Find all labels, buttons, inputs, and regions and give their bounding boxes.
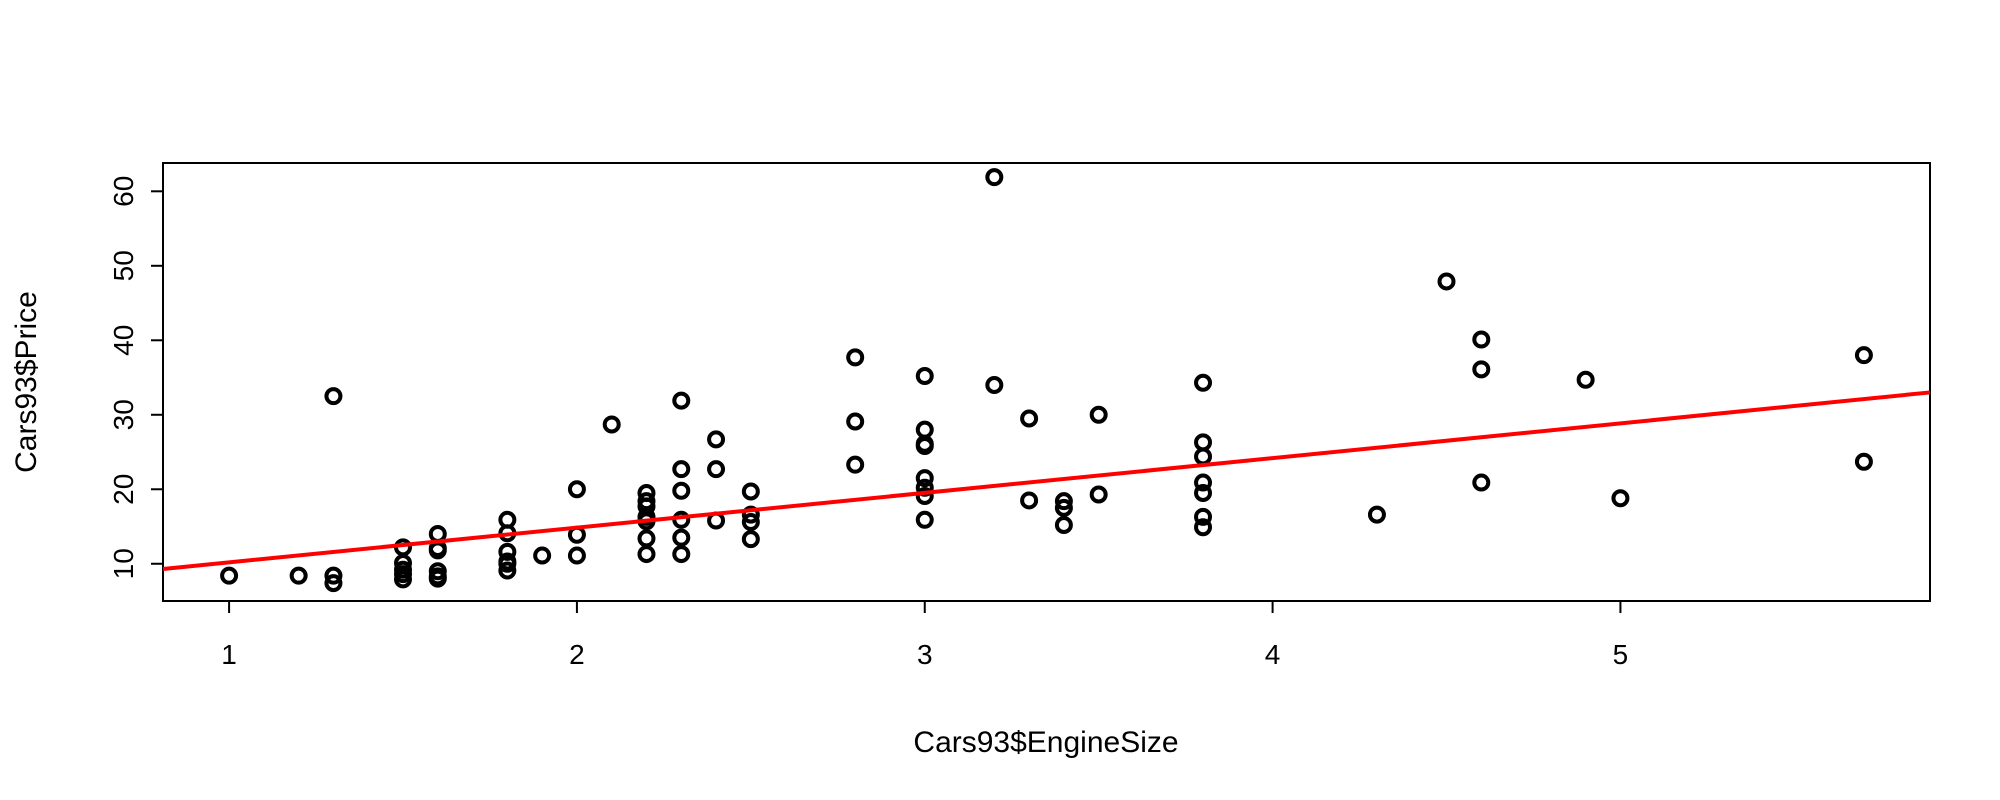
data-point bbox=[985, 375, 1004, 394]
data-point bbox=[498, 561, 517, 580]
data-point bbox=[637, 529, 656, 548]
plot-frame bbox=[162, 162, 1931, 602]
data-point bbox=[915, 469, 934, 488]
data-point bbox=[1472, 360, 1491, 379]
data-point bbox=[1020, 409, 1039, 428]
data-point bbox=[1576, 370, 1595, 389]
data-point bbox=[1194, 447, 1213, 466]
data-point bbox=[741, 482, 760, 501]
data-point bbox=[324, 566, 343, 585]
data-point bbox=[846, 348, 865, 367]
data-point bbox=[1194, 473, 1213, 492]
data-point bbox=[1472, 473, 1491, 492]
data-point bbox=[567, 480, 586, 499]
data-point bbox=[1194, 433, 1213, 452]
data-point bbox=[1089, 405, 1108, 424]
y-tick-label: 30 bbox=[108, 399, 139, 430]
data-point bbox=[672, 545, 691, 564]
data-point bbox=[324, 574, 343, 593]
y-axis-title: Cars93$Price bbox=[10, 291, 43, 473]
data-point bbox=[1854, 346, 1873, 365]
data-point bbox=[1054, 516, 1073, 535]
data-point bbox=[1020, 491, 1039, 510]
data-point bbox=[1854, 452, 1873, 471]
data-point bbox=[1054, 498, 1073, 517]
x-tick-label: 1 bbox=[221, 639, 237, 670]
data-point bbox=[1367, 505, 1386, 524]
x-tick-label: 4 bbox=[1265, 639, 1281, 670]
data-point bbox=[289, 566, 308, 585]
data-point bbox=[1194, 373, 1213, 392]
data-point bbox=[707, 460, 726, 479]
data-point bbox=[1194, 507, 1213, 526]
y-tick-label: 20 bbox=[108, 474, 139, 505]
y-tick-label: 40 bbox=[108, 325, 139, 356]
regression-line bbox=[162, 390, 1931, 571]
data-point bbox=[741, 505, 760, 524]
y-tick-label: 60 bbox=[108, 176, 139, 207]
data-point bbox=[1194, 518, 1213, 537]
y-axis: 10 20 30 40 50 60 bbox=[108, 176, 164, 579]
data-point bbox=[428, 569, 447, 588]
data-point bbox=[915, 420, 934, 439]
data-point bbox=[741, 530, 760, 549]
data-point bbox=[498, 542, 517, 561]
data-point bbox=[394, 554, 413, 573]
data-point bbox=[567, 546, 586, 565]
data-point bbox=[915, 510, 934, 529]
x-tick-label: 5 bbox=[1613, 639, 1629, 670]
data-point bbox=[672, 391, 691, 410]
data-point bbox=[220, 566, 239, 585]
data-point bbox=[1054, 492, 1073, 511]
data-points bbox=[220, 168, 1873, 593]
x-axis: 1 2 3 4 5 bbox=[221, 600, 1629, 670]
data-point bbox=[846, 412, 865, 431]
data-point bbox=[324, 387, 343, 406]
data-point bbox=[915, 486, 934, 505]
data-point bbox=[1194, 483, 1213, 502]
data-point bbox=[1437, 272, 1456, 291]
data-point bbox=[533, 546, 552, 565]
x-tick-label: 2 bbox=[569, 639, 585, 670]
data-point bbox=[672, 481, 691, 500]
data-point bbox=[707, 430, 726, 449]
data-point bbox=[428, 524, 447, 543]
data-point bbox=[1611, 489, 1630, 508]
data-point bbox=[985, 168, 1004, 187]
data-point bbox=[915, 437, 934, 456]
data-point bbox=[394, 570, 413, 589]
data-point bbox=[672, 460, 691, 479]
data-point bbox=[498, 554, 517, 573]
data-point bbox=[602, 415, 621, 434]
x-axis-title: Cars93$EngineSize bbox=[913, 726, 1178, 759]
x-tick-label: 3 bbox=[917, 639, 933, 670]
data-point bbox=[1472, 330, 1491, 349]
data-point bbox=[1089, 485, 1108, 504]
data-point bbox=[637, 545, 656, 564]
y-tick-label: 10 bbox=[108, 548, 139, 579]
data-point bbox=[672, 528, 691, 547]
data-point bbox=[915, 367, 934, 386]
data-point bbox=[741, 513, 760, 532]
data-point bbox=[846, 455, 865, 474]
y-tick-label: 50 bbox=[108, 250, 139, 281]
